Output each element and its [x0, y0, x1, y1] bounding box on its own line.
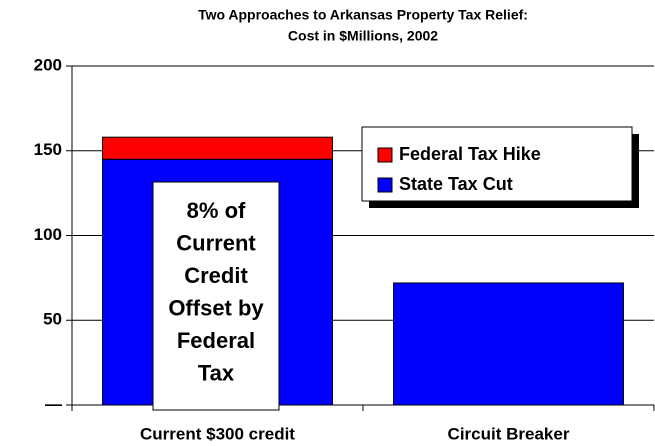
legend-label: State Tax Cut	[399, 174, 513, 194]
y-tick-label: 50	[43, 310, 62, 329]
chart-title: Two Approaches to Arkansas Property Tax …	[198, 7, 528, 23]
y-tick-label: 100	[34, 225, 62, 244]
y-tick-label: 200	[34, 55, 62, 74]
legend-box	[361, 126, 633, 202]
y-tick-label: 150	[34, 140, 62, 159]
legend-swatch	[377, 147, 393, 163]
annotation-text: Current	[176, 230, 256, 255]
annotation-text: Federal	[177, 328, 255, 353]
x-tick-label: Current $300 credit	[140, 424, 295, 443]
chart-title: Cost in $Millions, 2002	[288, 28, 438, 44]
annotation-text: Offset by	[168, 295, 264, 320]
legend-swatch	[377, 177, 393, 193]
legend-label: Federal Tax Hike	[399, 144, 541, 164]
x-tick-label: Circuit Breaker	[448, 424, 570, 443]
annotation-text: Tax	[198, 360, 235, 385]
y-tick-label: —	[45, 394, 62, 413]
annotation-text: 8% of	[187, 198, 246, 223]
bar-segment	[102, 136, 333, 160]
annotation-text: Credit	[184, 263, 248, 288]
bar-segment	[393, 282, 624, 406]
annotation-box	[152, 181, 280, 411]
